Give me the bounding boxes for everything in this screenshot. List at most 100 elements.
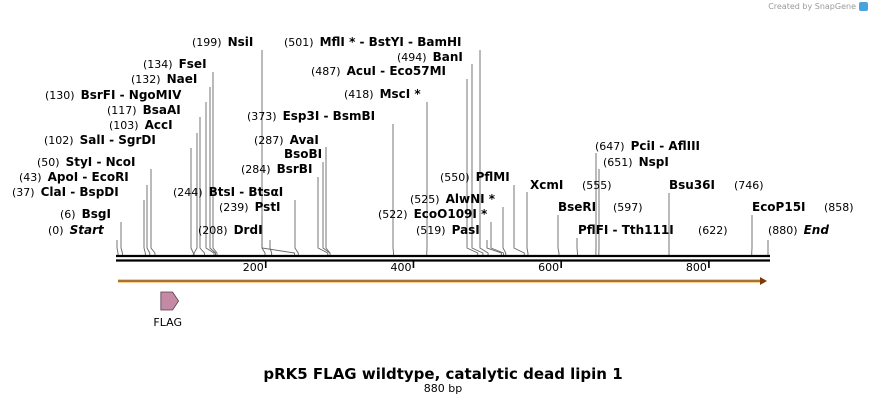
site-leader-line <box>143 200 146 256</box>
site-leader-line <box>490 222 505 256</box>
site-name: BseRI <box>558 200 596 214</box>
site-leader-line <box>150 169 156 256</box>
site-leader-line <box>325 147 331 256</box>
site-leader-line <box>269 240 273 256</box>
snapgene-credit: Created by SnapGene <box>768 2 868 11</box>
restriction-site-label[interactable]: (244) BtsI - BtsαI <box>173 185 283 199</box>
site-name: AccI <box>145 118 173 132</box>
site-position: (117) <box>107 104 137 117</box>
restriction-site-label[interactable]: (373) Esp3I - BsmBI <box>247 109 375 123</box>
restriction-site-label[interactable]: (199) NsiI <box>192 35 253 49</box>
site-position: (239) <box>219 201 249 214</box>
site-leader-line <box>261 50 266 256</box>
restriction-site-label[interactable]: (622) <box>698 224 728 237</box>
restriction-site-label[interactable]: (134) FseI <box>143 57 207 71</box>
restriction-site-label[interactable]: (239) PstI <box>219 200 281 214</box>
restriction-site-label[interactable]: (746) <box>734 179 764 192</box>
restriction-site-label[interactable]: EcoP15I <box>752 200 806 214</box>
restriction-site-label[interactable]: (487) AcuI - Eco57MI <box>311 64 446 78</box>
site-leader-line <box>502 207 507 256</box>
restriction-site-label[interactable]: (37) ClaI - BspDI <box>12 185 119 199</box>
restriction-site-label[interactable]: (284) BsrBI <box>241 162 312 176</box>
site-position: (647) <box>595 140 625 153</box>
snapgene-logo-icon <box>859 2 868 11</box>
restriction-site-label[interactable]: (494) BanI <box>397 50 463 64</box>
site-position: (487) <box>311 65 341 78</box>
site-name: PflMI <box>476 170 510 184</box>
site-name: BanI <box>433 50 463 64</box>
restriction-site-label[interactable]: (208) DrdI <box>198 223 263 237</box>
site-leader-line <box>199 117 205 256</box>
site-name: PciI - AflIII <box>631 139 700 153</box>
site-name: BsoBI <box>284 147 322 161</box>
site-name: PstI <box>255 200 281 214</box>
site-leader-line <box>486 240 502 256</box>
site-name: PasI <box>452 223 480 237</box>
restriction-site-label[interactable]: (0) Start <box>48 223 105 237</box>
site-leader-line <box>557 215 560 256</box>
site-name: NaeI <box>167 72 198 86</box>
restriction-site-label[interactable]: (858) <box>824 201 854 214</box>
restriction-site-label[interactable]: (525) AlwNI * <box>410 192 496 206</box>
site-position: (651) <box>603 156 633 169</box>
site-leader-line <box>190 148 194 256</box>
restriction-site-label[interactable]: (117) BsaAI <box>107 103 181 117</box>
site-name: MflI * - BstYI - BamHI <box>320 35 462 49</box>
restriction-site-label[interactable]: (43) ApoI - EcoRI <box>19 170 129 184</box>
restriction-site-label[interactable]: (647) PciI - AflIII <box>595 139 700 153</box>
site-position: (244) <box>173 186 203 199</box>
site-leader-line <box>205 102 215 256</box>
restriction-site-label[interactable]: (597) <box>613 201 643 214</box>
site-name: AvaI <box>290 133 319 147</box>
site-name: BsrBI <box>277 162 313 176</box>
restriction-site-label[interactable]: (418) MscI * <box>344 87 421 101</box>
restriction-site-label[interactable]: BsoBI <box>284 147 322 161</box>
restriction-site-label[interactable]: (102) SalI - SgrDI <box>44 133 156 147</box>
site-leader-line <box>116 240 119 256</box>
site-position: (284) <box>241 163 271 176</box>
site-leader-line <box>466 79 479 256</box>
ruler-tick-label: 600 <box>538 261 559 274</box>
feature-arrow[interactable] <box>160 291 180 311</box>
site-name: Start <box>70 223 105 237</box>
site-name: ClaI - BspDI <box>41 185 119 199</box>
restriction-site-label[interactable]: BseRI <box>558 200 596 214</box>
restriction-site-label[interactable]: PflFI - Tth111I <box>578 223 674 237</box>
site-position: (43) <box>19 171 42 184</box>
restriction-site-label[interactable]: (522) EcoO109I * <box>378 207 488 221</box>
restriction-site-label[interactable]: (6) BsgI <box>60 207 111 221</box>
restriction-site-label[interactable]: (550) PflMI <box>440 170 510 184</box>
map-length: 880 bp <box>423 382 463 395</box>
site-name: BsaAI <box>143 103 181 117</box>
restriction-site-label[interactable]: (501) MflI * - BstYI - BamHI <box>284 35 461 49</box>
restriction-site-label[interactable]: (132) NaeI <box>131 72 197 86</box>
site-name: BsgI <box>82 207 111 221</box>
site-position: (50) <box>37 156 60 169</box>
ruler-tick-label: 400 <box>390 261 411 274</box>
restriction-site-label[interactable]: (103) AccI <box>109 118 173 132</box>
restriction-site-label[interactable]: (130) BsrFI - NgoMIV <box>45 88 182 102</box>
site-name: BtsI - BtsαI <box>209 185 284 199</box>
restriction-site-label[interactable]: (880) End <box>768 223 829 237</box>
restriction-site-label[interactable]: (519) PasI <box>416 223 480 237</box>
site-position: (6) <box>60 208 76 221</box>
restriction-site-label[interactable]: (555) <box>582 179 612 192</box>
ruler-tick-label: 800 <box>686 261 707 274</box>
site-leader-line <box>120 222 123 256</box>
site-leader-line <box>479 50 489 256</box>
site-name: StyI - NcoI <box>66 155 136 169</box>
restriction-site-label[interactable]: (50) StyI - NcoI <box>37 155 135 169</box>
site-leader-line <box>294 200 299 256</box>
restriction-site-label[interactable]: Bsu36I <box>669 178 715 192</box>
restriction-site-label[interactable]: XcmI <box>530 178 563 192</box>
site-leader-line <box>193 133 198 256</box>
restriction-site-label[interactable]: (651) NspI <box>603 155 669 169</box>
site-position: (501) <box>284 36 314 49</box>
site-position: (880) <box>768 224 798 237</box>
site-position: (199) <box>192 36 222 49</box>
restriction-site-label[interactable]: (287) AvaI <box>254 133 319 147</box>
site-name: Esp3I - BsmBI <box>283 109 375 123</box>
site-name: EcoO109I * <box>414 207 488 221</box>
site-position: (0) <box>48 224 64 237</box>
